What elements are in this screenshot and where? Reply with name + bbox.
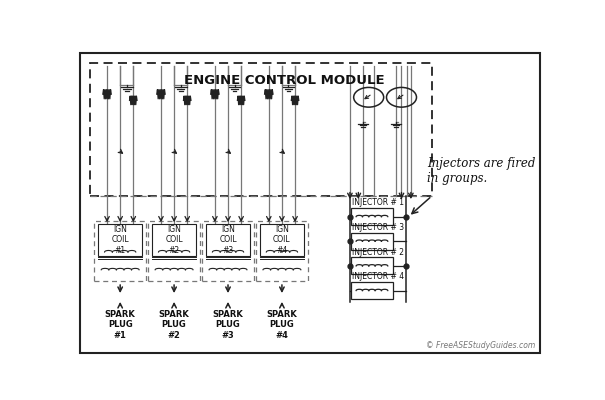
- Text: IGN
COIL
#1: IGN COIL #1: [111, 225, 129, 254]
- Bar: [152, 224, 197, 256]
- Text: IGN
COIL
#3: IGN COIL #3: [219, 225, 237, 254]
- Bar: [260, 224, 304, 256]
- Text: INJECTOR # 1: INJECTOR # 1: [352, 198, 404, 207]
- Text: SPARK
PLUG
#2: SPARK PLUG #2: [159, 310, 189, 340]
- Text: SPARK
PLUG
#3: SPARK PLUG #3: [212, 310, 243, 340]
- Text: INJECTOR # 2: INJECTOR # 2: [352, 248, 404, 256]
- Text: IGN
COIL
#4: IGN COIL #4: [273, 225, 291, 254]
- Text: Injectors are fired
in groups.: Injectors are fired in groups.: [427, 157, 535, 185]
- Text: © FreeASEStudyGuides.com: © FreeASEStudyGuides.com: [426, 341, 535, 350]
- Bar: [351, 258, 393, 274]
- Text: ENGINE CONTROL MODULE: ENGINE CONTROL MODULE: [184, 74, 385, 87]
- Text: SPARK
PLUG
#1: SPARK PLUG #1: [105, 310, 136, 340]
- Bar: [351, 208, 393, 225]
- Text: INJECTOR # 3: INJECTOR # 3: [352, 223, 404, 232]
- Text: IGN
COIL
#2: IGN COIL #2: [165, 225, 183, 254]
- Bar: [98, 224, 142, 256]
- FancyBboxPatch shape: [80, 53, 540, 353]
- Bar: [351, 282, 393, 299]
- Text: SPARK
PLUG
#4: SPARK PLUG #4: [267, 310, 297, 340]
- Bar: [351, 233, 393, 250]
- Text: INJECTOR # 4: INJECTOR # 4: [352, 272, 404, 281]
- Bar: [206, 224, 250, 256]
